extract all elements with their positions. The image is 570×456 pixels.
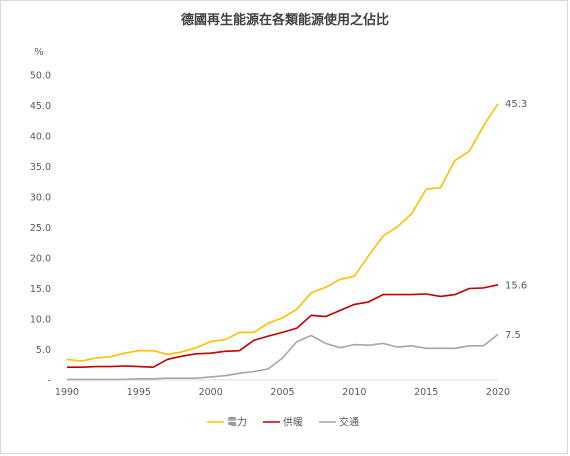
legend: 電力 供暖 交通 [207,416,359,429]
series-lines [66,103,499,381]
y-axis-ticks: - 5.0 10.0 15.0 20.0 25.0 30.0 35.0 40.0 45.0 50.0 [30,71,51,387]
x-axis-ticks: 1990 1995 2000 2005 2010 2015 2020 [55,387,510,398]
series-end-label: 7.5 [505,330,521,341]
x-tick-label: 1995 [127,387,151,398]
series-line [67,333,499,381]
end-labels: 45.3 15.6 7.5 [505,99,527,341]
y-tick-label: 10.0 [30,315,51,326]
x-tick-label: 2015 [414,387,438,398]
series-line [66,103,499,362]
legend-label: 供暖 [283,416,303,429]
y-tick-label: 15.0 [30,284,51,295]
x-tick-label: 2005 [270,387,294,398]
y-tick-label: 45.0 [30,101,51,112]
y-tick-label: 20.0 [30,254,51,265]
x-tick-label: 2000 [199,387,223,398]
series-end-label: 15.6 [505,280,527,291]
y-axis-unit: % [34,47,44,58]
legend-label: 交通 [339,416,359,429]
legend-label: 電力 [227,416,247,429]
y-tick-label: - [48,376,51,387]
series-end-label: 45.3 [505,99,527,110]
x-tick-label: 1990 [55,387,79,398]
y-tick-label: 25.0 [30,223,51,234]
series-line [67,284,499,369]
chart-title: 德國再生能源在各類能源使用之佔比 [181,12,389,28]
y-tick-label: 40.0 [30,132,51,143]
y-tick-label: 35.0 [30,162,51,173]
y-tick-label: 30.0 [30,193,51,204]
x-tick-label: 2010 [342,387,366,398]
y-tick-label: 5.0 [36,345,51,356]
x-tick-label: 2020 [486,387,510,398]
y-tick-label: 50.0 [30,71,51,82]
